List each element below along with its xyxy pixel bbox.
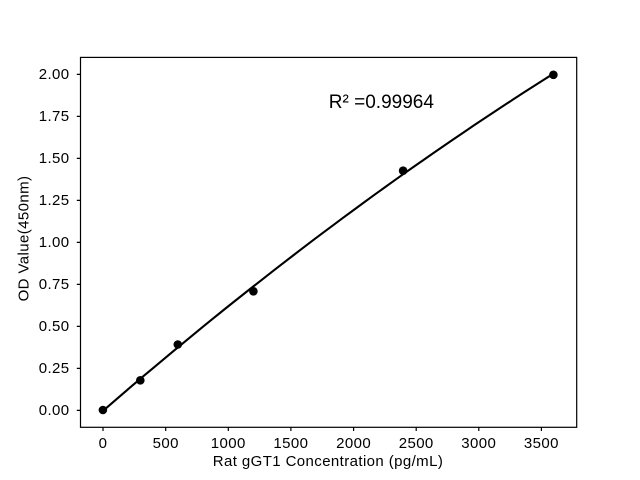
- svg-text:0.00: 0.00: [39, 402, 70, 419]
- svg-text:500: 500: [153, 435, 179, 452]
- svg-text:0.75: 0.75: [39, 276, 70, 293]
- svg-text:2000: 2000: [336, 435, 371, 452]
- svg-text:OD Value(450nm): OD Value(450nm): [16, 176, 33, 302]
- svg-text:1.50: 1.50: [39, 150, 70, 167]
- svg-text:1500: 1500: [273, 435, 308, 452]
- svg-text:0.50: 0.50: [39, 318, 70, 335]
- svg-text:1.00: 1.00: [39, 234, 70, 251]
- svg-text:0: 0: [99, 435, 108, 452]
- svg-text:3000: 3000: [461, 435, 496, 452]
- svg-text:2500: 2500: [399, 435, 434, 452]
- svg-text:1000: 1000: [211, 435, 246, 452]
- svg-text:Rat gGT1 Concentration (pg/mL): Rat gGT1 Concentration (pg/mL): [213, 453, 443, 470]
- svg-text:2.00: 2.00: [39, 66, 70, 83]
- svg-text:1.75: 1.75: [39, 108, 70, 125]
- svg-text:R² =0.99964: R² =0.99964: [329, 92, 435, 113]
- svg-text:1.25: 1.25: [39, 192, 70, 209]
- svg-text:0.25: 0.25: [39, 360, 70, 377]
- svg-text:3500: 3500: [524, 435, 559, 452]
